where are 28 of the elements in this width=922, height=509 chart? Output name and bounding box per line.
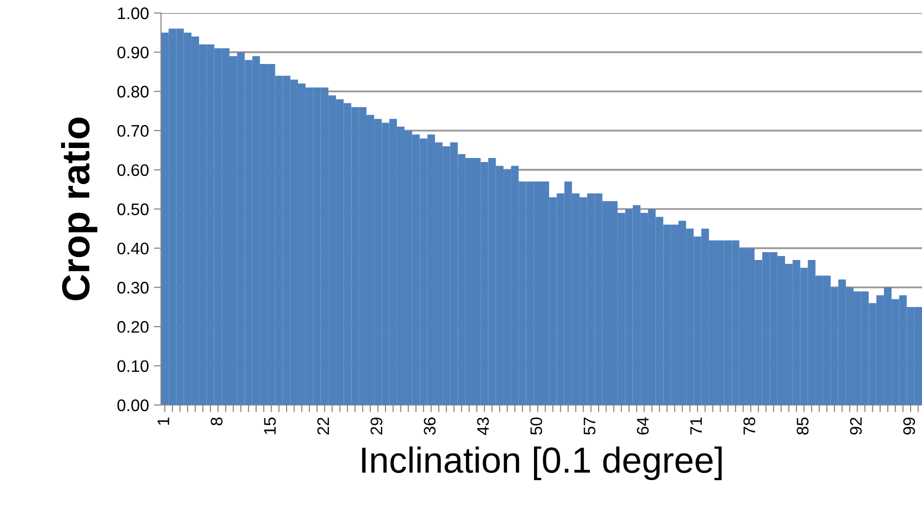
- y-axis-title: Crop ratio: [61, 118, 98, 300]
- y-tick-label: 1.00: [118, 7, 149, 20]
- x-tick-label: 36: [424, 418, 436, 435]
- y-tick-label: 0.70: [117, 125, 149, 137]
- y-tick-label: 0.50: [117, 203, 149, 216]
- x-axis-title: Inclination [0.1 degree]: [362, 446, 722, 480]
- x-tick-label: 99: [903, 418, 916, 435]
- x-tick-label: 92: [850, 418, 862, 435]
- x-tick-label: 64: [636, 417, 649, 434]
- x-tick-label: 50: [530, 417, 542, 435]
- y-tick-label: 0.40: [117, 242, 149, 254]
- y-tick-label: 0.10: [117, 360, 149, 372]
- y-tick-label: 0.30: [117, 282, 149, 294]
- x-tick-label: 15: [264, 418, 276, 434]
- x-tick-label: 85: [796, 418, 809, 435]
- y-tick-label: 0.80: [117, 86, 149, 98]
- x-tick-label: 1: [158, 418, 170, 425]
- y-tick-label: 0.90: [117, 46, 149, 58]
- x-tick-label: 29: [370, 418, 382, 435]
- x-tick-label: 71: [690, 418, 702, 434]
- x-tick-label: 22: [317, 418, 329, 435]
- y-tick-label: 0.60: [117, 164, 149, 176]
- y-tick-label: 0.00: [117, 399, 149, 412]
- y-tick-label: 0.20: [117, 321, 149, 333]
- x-tick-label: 57: [584, 418, 596, 435]
- x-tick-label: 8: [210, 418, 223, 426]
- x-tick-label: 43: [477, 418, 489, 435]
- x-tick-label: 78: [743, 418, 756, 434]
